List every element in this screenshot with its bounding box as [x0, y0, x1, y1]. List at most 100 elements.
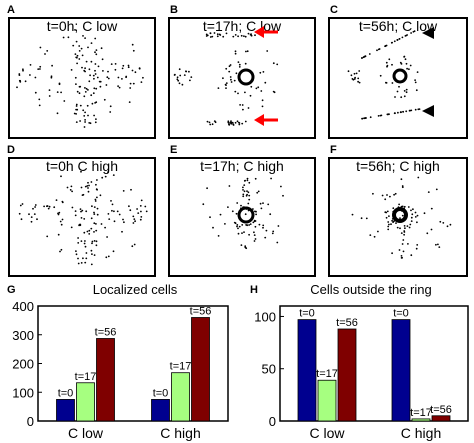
cell-dot	[243, 35, 245, 37]
cell-dot	[88, 80, 91, 83]
cell-dot	[97, 65, 100, 68]
cell-dot	[93, 213, 96, 215]
cell-dot	[69, 189, 72, 191]
cell-dot	[206, 34, 209, 37]
cell-dot	[241, 232, 243, 234]
cell-dot	[243, 184, 246, 186]
cell-dot	[78, 92, 81, 95]
cell-dot	[390, 223, 392, 226]
cell-dot	[118, 86, 121, 89]
cell-dot	[254, 210, 256, 213]
cell-dot	[75, 113, 77, 115]
cell-dot	[216, 33, 219, 36]
cell-dot	[379, 74, 382, 77]
cell-dot	[240, 204, 242, 207]
cell-dot	[403, 233, 405, 236]
cell-dot	[107, 255, 110, 258]
category-label: C low	[309, 425, 345, 441]
cell-dot	[400, 96, 403, 99]
ring	[237, 68, 255, 86]
cell-dot	[391, 252, 393, 255]
cell-dot	[57, 212, 59, 215]
cell-dot	[400, 111, 402, 114]
cell-dot	[95, 183, 97, 186]
cell-dot	[236, 202, 239, 204]
cell-dot	[87, 190, 90, 193]
cell-dot	[101, 176, 104, 179]
cell-dot	[176, 76, 179, 79]
cell-dot	[244, 213, 247, 216]
cell-dot	[30, 216, 33, 218]
cell-dot	[385, 61, 388, 64]
cell-dot	[72, 44, 75, 47]
cell-dot	[77, 242, 80, 244]
panel-letter-b: B	[170, 4, 178, 16]
cell-dot	[22, 68, 24, 71]
cell-dot	[353, 72, 356, 75]
cell-dot	[80, 186, 83, 189]
cell-dot	[83, 69, 86, 72]
cell-dot	[48, 89, 51, 91]
cell-dot	[122, 64, 125, 67]
cell-dot	[245, 208, 248, 210]
cell-dot	[230, 121, 233, 124]
cell-dot	[234, 121, 237, 124]
y-tick-label: 200	[12, 357, 34, 372]
cell-dot	[104, 175, 107, 178]
cell-dot	[361, 57, 363, 59]
cell-dot	[442, 222, 445, 224]
cell-dot	[34, 204, 37, 206]
cell-dot	[181, 83, 184, 86]
cell-dot	[131, 69, 134, 72]
cell-dot	[254, 225, 257, 228]
cell-dot	[384, 198, 387, 201]
bar-label: t=17	[75, 371, 97, 383]
cell-dot	[122, 190, 125, 192]
cell-dot	[127, 66, 130, 69]
cell-dot	[262, 202, 264, 204]
cell-dot	[409, 223, 412, 226]
cell-dot	[357, 80, 359, 83]
cell-dot	[276, 63, 279, 66]
cell-dot	[78, 50, 81, 52]
cell-dot	[107, 213, 110, 215]
cell-dot	[22, 69, 24, 72]
cell-dot	[94, 63, 97, 65]
cell-dot	[90, 227, 93, 230]
cell-dot	[399, 227, 401, 230]
cell-dot	[402, 110, 404, 113]
cell-dot	[396, 90, 399, 93]
cell-dot	[403, 95, 406, 98]
cell-dot	[254, 238, 257, 240]
cell-dot	[70, 69, 73, 71]
cell-dot	[96, 188, 98, 191]
cell-dot	[243, 180, 246, 182]
cell-dot	[94, 73, 97, 75]
cell-dot	[78, 85, 81, 88]
cell-dot	[111, 209, 113, 212]
cell-dot	[53, 206, 56, 209]
cell-dot	[87, 181, 89, 184]
cell-dot	[247, 209, 250, 212]
panel-letter-e: E	[170, 144, 178, 156]
cell-dot	[87, 46, 89, 49]
cell-dot	[84, 261, 87, 264]
cell-dot	[96, 207, 99, 210]
cell-dot	[84, 91, 87, 93]
cell-dot	[391, 82, 394, 84]
y-tick-label: 0	[269, 414, 276, 429]
cell-dot	[30, 220, 33, 223]
cell-dot	[446, 225, 449, 228]
cell-dot	[244, 62, 247, 65]
cell-dot	[218, 33, 221, 36]
bar-label: t=56	[430, 404, 452, 416]
cell-dot	[94, 37, 97, 40]
cell-dot	[179, 74, 182, 77]
panel-b: t=17h; C low	[168, 17, 316, 139]
cell-dot	[66, 186, 69, 189]
cell-dot	[60, 91, 62, 94]
cell-dot	[399, 217, 401, 219]
cell-dot	[234, 222, 237, 225]
cell-dot	[361, 117, 364, 120]
cell-dot	[241, 224, 244, 226]
